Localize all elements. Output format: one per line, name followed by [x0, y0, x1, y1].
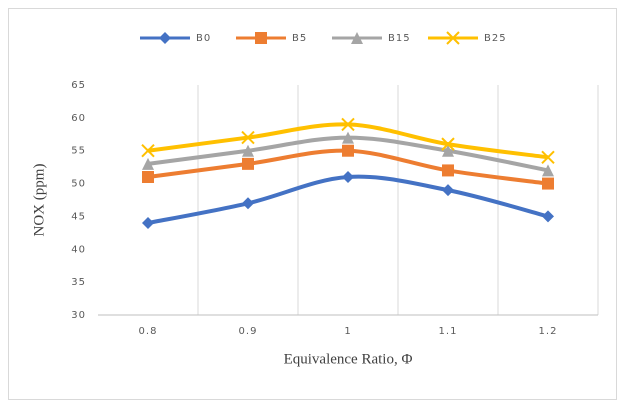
- y-axis-title: NOX (ppm): [31, 164, 47, 237]
- marker: [342, 171, 354, 183]
- x-axis-title: Equivalence Ratio, Φ: [284, 351, 413, 367]
- marker: [142, 157, 154, 170]
- marker: [141, 144, 155, 158]
- marker: [241, 130, 255, 145]
- marker: [342, 144, 354, 157]
- marker: [142, 217, 154, 229]
- marker: [441, 137, 455, 151]
- legend-label: B0: [196, 33, 211, 44]
- marker: [242, 144, 254, 157]
- y-tick-label: 55: [71, 146, 86, 157]
- x-tick-label: 1.2: [539, 326, 558, 337]
- marker: [341, 117, 355, 132]
- legend-label: B25: [484, 33, 507, 44]
- legend-marker: [446, 31, 460, 45]
- marker: [442, 184, 454, 197]
- x-tick-label: 1: [344, 326, 351, 337]
- legend-label: B15: [388, 33, 411, 44]
- marker: [541, 150, 555, 164]
- x-tick-label: 0.8: [139, 326, 158, 337]
- y-tick-label: 40: [71, 244, 86, 255]
- y-tick-label: 30: [71, 310, 86, 321]
- marker: [442, 164, 454, 177]
- x-tick-label: 1.1: [439, 326, 458, 337]
- marker: [242, 197, 254, 210]
- y-tick-label: 50: [71, 179, 86, 190]
- y-tick-label: 45: [71, 211, 86, 222]
- legend-marker: [159, 32, 171, 44]
- marker: [542, 210, 554, 223]
- marker: [442, 144, 454, 157]
- x-tick-label: 0.9: [239, 326, 258, 337]
- marker: [342, 131, 354, 144]
- marker: [242, 157, 254, 170]
- legend-marker: [351, 32, 363, 44]
- y-tick-label: 65: [71, 80, 86, 91]
- y-tick-label: 60: [71, 113, 86, 124]
- legend-label: B5: [292, 33, 307, 44]
- marker: [542, 164, 554, 177]
- marker: [142, 171, 154, 183]
- marker: [542, 177, 554, 190]
- y-tick-label: 35: [71, 277, 86, 288]
- legend-marker: [255, 32, 267, 44]
- chart-border: [8, 8, 617, 400]
